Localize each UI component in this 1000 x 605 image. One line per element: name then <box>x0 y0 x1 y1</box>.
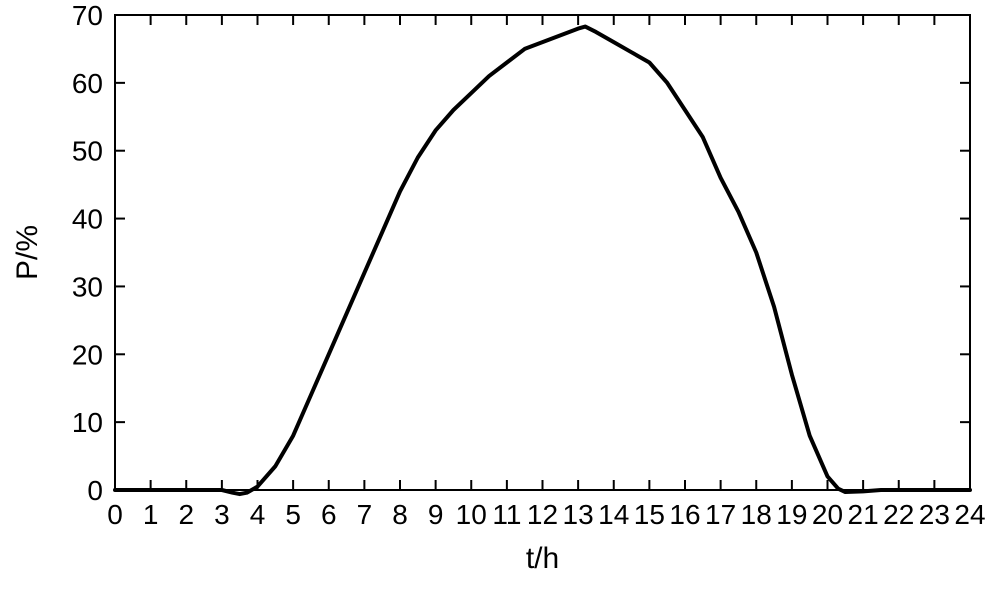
x-tick-label: 17 <box>705 499 736 530</box>
y-tick-label: 70 <box>72 0 103 31</box>
x-tick-label: 2 <box>178 499 194 530</box>
line-chart: 0123456789101112131415161718192021222324… <box>0 0 1000 605</box>
y-tick-label: 10 <box>72 407 103 438</box>
series-P <box>115 27 970 495</box>
y-tick-label: 40 <box>72 204 103 235</box>
x-tick-label: 8 <box>392 499 408 530</box>
x-axis-title: t/h <box>526 542 559 575</box>
y-tick-label: 60 <box>72 68 103 99</box>
x-tick-label: 18 <box>741 499 772 530</box>
x-tick-label: 24 <box>954 499 985 530</box>
x-tick-label: 12 <box>527 499 558 530</box>
x-tick-label: 19 <box>776 499 807 530</box>
x-tick-label: 16 <box>669 499 700 530</box>
y-tick-label: 0 <box>87 475 103 506</box>
y-tick-label: 50 <box>72 136 103 167</box>
x-tick-label: 14 <box>598 499 629 530</box>
y-tick-label: 20 <box>72 339 103 370</box>
y-axis-title: P/% <box>11 225 44 280</box>
x-tick-label: 15 <box>634 499 665 530</box>
x-tick-label: 23 <box>919 499 950 530</box>
x-tick-label: 1 <box>143 499 159 530</box>
x-tick-label: 11 <box>492 499 521 530</box>
x-tick-label: 6 <box>321 499 337 530</box>
x-tick-label: 20 <box>812 499 843 530</box>
x-tick-label: 13 <box>563 499 594 530</box>
x-tick-label: 0 <box>107 499 123 530</box>
x-tick-label: 4 <box>250 499 266 530</box>
x-tick-label: 9 <box>428 499 444 530</box>
x-tick-label: 3 <box>214 499 230 530</box>
x-tick-label: 21 <box>848 499 879 530</box>
x-tick-label: 10 <box>456 499 487 530</box>
chart-container: 0123456789101112131415161718192021222324… <box>0 0 1000 605</box>
x-tick-label: 7 <box>357 499 373 530</box>
x-tick-label: 22 <box>883 499 914 530</box>
y-tick-label: 30 <box>72 271 103 302</box>
x-tick-label: 5 <box>285 499 301 530</box>
